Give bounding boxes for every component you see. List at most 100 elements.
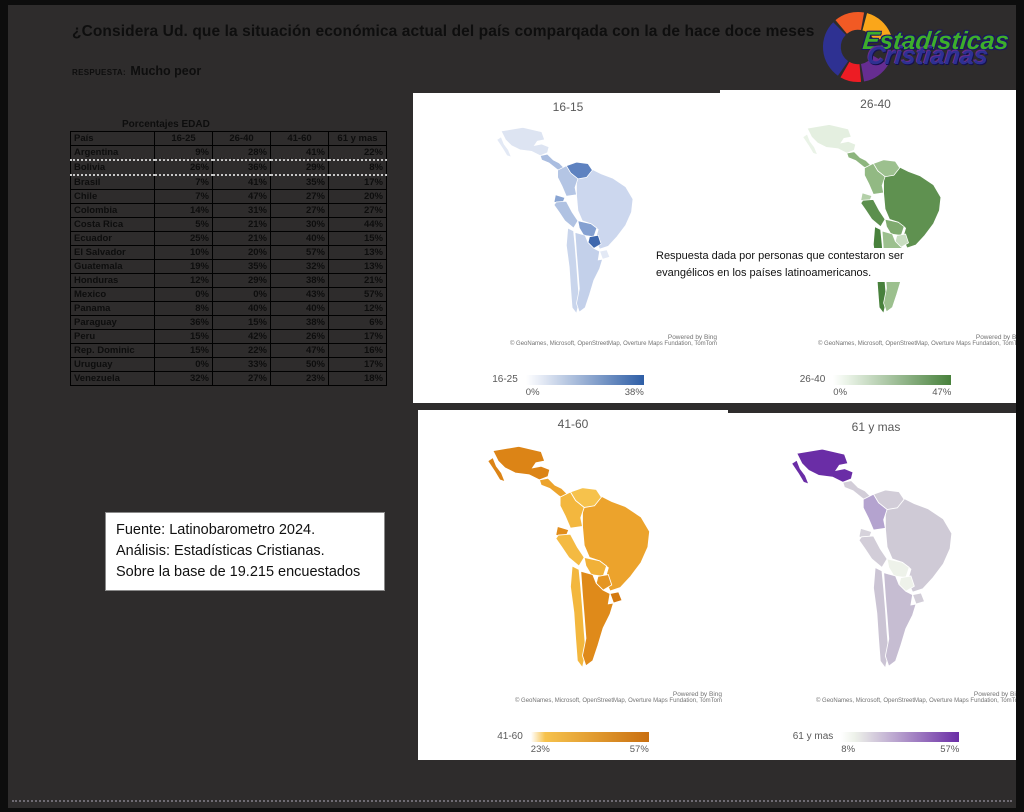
table-row[interactable]: Paraguay 36% 15% 38% 6% <box>70 315 387 330</box>
cell-value[interactable]: 40% <box>270 231 329 246</box>
table-row[interactable]: Colombia 14% 31% 27% 27% <box>70 203 387 218</box>
region-paraguay[interactable] <box>898 575 915 592</box>
cell-value[interactable]: 17% <box>328 174 387 190</box>
region-colombia[interactable] <box>556 165 578 197</box>
map-panel-41-60[interactable]: 41-60 Powered by Bing © GeoNames, Microsof… <box>418 410 728 760</box>
table-row[interactable]: Rep. Dominic 15% 22% 47% 16% <box>70 343 387 358</box>
region-argentina[interactable] <box>574 231 603 313</box>
cell-value[interactable]: 15% <box>154 343 213 358</box>
cell-value[interactable]: 28% <box>212 145 271 161</box>
region-brazil[interactable] <box>575 169 633 250</box>
cell-value[interactable]: 21% <box>328 273 387 288</box>
region-brazil[interactable] <box>883 166 942 249</box>
cell-value[interactable]: 35% <box>270 174 329 190</box>
cell-value[interactable]: 36% <box>154 315 213 330</box>
region-argentina[interactable] <box>580 570 615 667</box>
cell-country[interactable]: El Salvador <box>70 245 155 260</box>
region-uruguay[interactable] <box>598 249 610 260</box>
cell-value[interactable]: 0% <box>154 287 213 302</box>
table-row[interactable]: Ecuador 25% 21% 40% 15% <box>70 231 387 246</box>
cell-value[interactable]: 23% <box>270 371 329 386</box>
cell-value[interactable]: 25% <box>154 231 213 246</box>
region-colombia[interactable] <box>559 491 585 529</box>
region-argentina[interactable] <box>883 571 917 667</box>
cell-country[interactable]: Peru <box>70 329 155 344</box>
table-row[interactable]: Argentina 9% 28% 41% 22% <box>70 145 387 161</box>
table-row[interactable]: Honduras 12% 29% 38% 21% <box>70 273 387 288</box>
map-panel-26-40[interactable]: 26-40 Powered by Bing © GeoNames, Microsof… <box>720 90 1016 403</box>
cell-country[interactable]: Honduras <box>70 273 155 288</box>
cell-country[interactable]: Guatemala <box>70 259 155 274</box>
cell-country[interactable]: Ecuador <box>70 231 155 246</box>
cell-value[interactable]: 10% <box>154 245 213 260</box>
region-peru[interactable] <box>858 535 888 569</box>
region-colombia[interactable] <box>864 162 886 195</box>
cell-country[interactable]: Brasil <box>70 174 155 190</box>
cell-value[interactable]: 26% <box>154 159 213 176</box>
table-row[interactable]: Uruguay 0% 33% 50% 17% <box>70 357 387 372</box>
cell-value[interactable]: 7% <box>154 189 213 204</box>
table-row[interactable]: Costa Rica 5% 21% 30% 44% <box>70 217 387 232</box>
cell-value[interactable]: 26% <box>270 329 329 344</box>
cell-value[interactable]: 8% <box>154 301 213 316</box>
cell-value[interactable]: 15% <box>328 231 387 246</box>
cell-country[interactable]: Mexico <box>70 287 155 302</box>
cell-value[interactable]: 27% <box>328 203 387 218</box>
cell-value[interactable]: 32% <box>270 259 329 274</box>
cell-value[interactable]: 33% <box>212 357 271 372</box>
cell-country[interactable]: Bolivia <box>70 159 155 176</box>
cell-value[interactable]: 16% <box>328 343 387 358</box>
column-header[interactable]: 16-25 <box>154 131 213 146</box>
cell-value[interactable]: 27% <box>270 203 329 218</box>
cell-value[interactable]: 40% <box>212 301 271 316</box>
region-brazil[interactable] <box>884 497 953 593</box>
table-row[interactable]: El Salvador 10% 20% 57% 13% <box>70 245 387 260</box>
region-paraguay[interactable] <box>595 574 613 591</box>
region-colombia[interactable] <box>862 493 888 531</box>
region-uruguay[interactable] <box>912 592 926 605</box>
cell-value[interactable]: 21% <box>212 231 271 246</box>
cell-value[interactable]: 42% <box>212 329 271 344</box>
table-row[interactable]: Bolivia 26% 36% 29% 8% <box>70 159 387 176</box>
region-baja[interactable] <box>802 133 819 156</box>
region-baja[interactable] <box>487 456 506 483</box>
cell-value[interactable]: 15% <box>212 315 271 330</box>
cell-value[interactable]: 22% <box>212 343 271 358</box>
region-uruguay[interactable] <box>609 591 623 604</box>
cell-value[interactable]: 47% <box>270 343 329 358</box>
table-row[interactable]: Brasil 7% 41% 35% 17% <box>70 174 387 190</box>
cell-country[interactable]: Chile <box>70 189 155 204</box>
cell-country[interactable]: Uruguay <box>70 357 155 372</box>
cell-value[interactable]: 18% <box>328 371 387 386</box>
cell-value[interactable]: 57% <box>270 245 329 260</box>
region-peru[interactable] <box>553 200 578 229</box>
cell-value[interactable]: 13% <box>328 259 387 274</box>
cell-value[interactable]: 40% <box>270 301 329 316</box>
cell-value[interactable]: 15% <box>154 329 213 344</box>
region-mexico[interactable] <box>806 124 857 154</box>
region-baja[interactable] <box>791 459 810 485</box>
cell-value[interactable]: 57% <box>328 287 387 302</box>
cell-value[interactable]: 38% <box>270 315 329 330</box>
cell-value[interactable]: 9% <box>154 145 213 161</box>
table-row[interactable]: Venezuela 32% 27% 23% 18% <box>70 371 387 386</box>
cell-value[interactable]: 36% <box>212 159 271 176</box>
cell-value[interactable]: 19% <box>154 259 213 274</box>
table-row[interactable]: Chile 7% 47% 27% 20% <box>70 189 387 204</box>
cell-value[interactable]: 32% <box>154 371 213 386</box>
cell-country[interactable]: Costa Rica <box>70 217 155 232</box>
cell-value[interactable]: 6% <box>328 315 387 330</box>
cell-value[interactable]: 7% <box>154 174 213 190</box>
cell-value[interactable]: 14% <box>154 203 213 218</box>
cell-value[interactable]: 29% <box>270 159 329 176</box>
cell-value[interactable]: 0% <box>212 287 271 302</box>
cell-value[interactable]: 20% <box>212 245 271 260</box>
cell-value[interactable]: 41% <box>212 174 271 190</box>
cell-value[interactable]: 22% <box>328 145 387 161</box>
cell-value[interactable]: 38% <box>270 273 329 288</box>
region-brazil[interactable] <box>582 495 651 592</box>
cell-value[interactable]: 30% <box>270 217 329 232</box>
table-row[interactable]: Panama 8% 40% 40% 12% <box>70 301 387 316</box>
map-panel-61-y-mas[interactable]: 61 y mas Powered by Bing © GeoNames, Micro… <box>723 413 1016 760</box>
cell-value[interactable]: 13% <box>328 245 387 260</box>
